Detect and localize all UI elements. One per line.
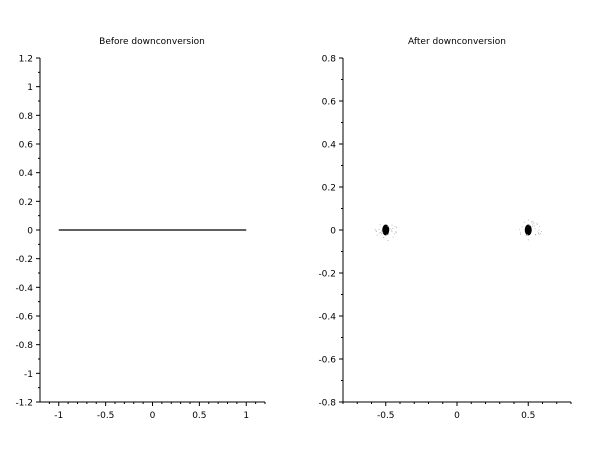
data-point xyxy=(532,225,533,227)
data-point xyxy=(388,233,389,235)
plot-before-downconversion: Before downconversion 1.2 1 0.8 0.6 0.4 0.2 0 -… xyxy=(15,37,266,421)
y-tick-label: -1.2 xyxy=(15,399,33,409)
data-point xyxy=(536,224,538,225)
y-tick-label: 1.2 xyxy=(19,55,33,65)
chart-title: Before downconversion xyxy=(99,37,205,47)
data-point xyxy=(527,234,528,235)
data-point xyxy=(394,225,396,227)
data-point xyxy=(375,230,377,232)
y-tick-label: -0.2 xyxy=(318,270,336,280)
data-point xyxy=(538,232,540,234)
data-point xyxy=(378,229,380,231)
data-point xyxy=(532,221,534,222)
data-point xyxy=(535,234,536,236)
data-point xyxy=(533,225,535,227)
data-point xyxy=(382,224,390,236)
data-point xyxy=(528,219,530,221)
data-point xyxy=(386,234,388,235)
data-point xyxy=(380,232,382,233)
data-point xyxy=(521,226,523,228)
y-tick-label: 0.6 xyxy=(322,98,337,108)
data-point xyxy=(538,229,540,231)
data-point xyxy=(391,230,393,232)
chart-title: After downconversion xyxy=(408,37,506,47)
data-point xyxy=(527,239,529,241)
x-tick-label: 0 xyxy=(454,411,460,421)
data-point xyxy=(391,229,393,231)
data-point xyxy=(519,228,521,230)
plot-after-downconversion: After downconversion 0.8 0.6 0.4 0.2 0 -0.2 -0… xyxy=(318,37,572,421)
data-point xyxy=(525,234,527,236)
data-point xyxy=(392,236,394,238)
data-point xyxy=(540,233,541,235)
data-point xyxy=(394,233,396,235)
y-tick-label: 0.6 xyxy=(19,141,34,151)
data-point xyxy=(541,231,542,232)
data-point xyxy=(396,227,397,229)
y-tick-label: -0.6 xyxy=(15,313,33,323)
x-tick-label: -0.5 xyxy=(97,411,115,421)
data-point xyxy=(532,223,534,225)
x-tick-label: 0.5 xyxy=(521,411,535,421)
data-point xyxy=(392,228,394,229)
y-tick-label: 0.4 xyxy=(322,141,337,151)
data-point xyxy=(387,240,389,241)
x-tick-label: -0.5 xyxy=(377,411,395,421)
y-tick-label: 0 xyxy=(330,227,336,237)
data-point xyxy=(539,225,540,227)
data-point xyxy=(528,225,530,226)
data-point xyxy=(375,231,377,233)
y-tick-label: 0.8 xyxy=(322,55,337,65)
y-tick-label: -0.8 xyxy=(15,341,33,351)
data-point xyxy=(520,232,522,234)
data-point xyxy=(536,222,538,224)
y-tick-label: 1 xyxy=(27,83,33,93)
data-point xyxy=(395,231,397,233)
data-point xyxy=(519,234,521,235)
y-tick-label: 0.2 xyxy=(19,198,33,208)
data-point xyxy=(531,221,532,223)
y-tick-label: 0.2 xyxy=(322,184,336,194)
x-tick-label: 0 xyxy=(150,411,156,421)
data-point xyxy=(381,233,382,235)
y-tick-label: -0.2 xyxy=(15,255,33,265)
y-tick-label: -0.8 xyxy=(318,399,336,409)
x-tick-label: 1 xyxy=(243,411,249,421)
data-point xyxy=(395,232,397,233)
y-tick-label: -1 xyxy=(24,370,33,380)
data-cluster xyxy=(519,219,542,241)
data-point xyxy=(382,231,384,233)
data-point xyxy=(534,228,536,230)
data-point xyxy=(374,229,376,230)
data-point xyxy=(535,233,537,235)
y-tick-label: -0.4 xyxy=(318,313,336,323)
data-point xyxy=(383,237,385,239)
data-point xyxy=(376,234,378,236)
data-point xyxy=(524,221,526,223)
y-tick-label: 0.8 xyxy=(19,112,34,122)
y-tick-label: 0.4 xyxy=(19,169,34,179)
data-point xyxy=(524,224,532,236)
x-tick-label: 0.5 xyxy=(192,411,206,421)
data-point xyxy=(379,232,381,234)
data-point xyxy=(387,225,389,227)
data-point xyxy=(538,234,540,236)
data-point xyxy=(381,230,383,232)
y-tick-label: -0.4 xyxy=(15,284,33,294)
data-cluster xyxy=(374,224,397,241)
y-tick-label: 0 xyxy=(27,227,33,237)
data-point xyxy=(379,224,381,226)
data-point xyxy=(533,222,535,224)
y-tick-label: -0.6 xyxy=(318,356,336,366)
data-point xyxy=(389,227,391,229)
x-tick-label: -1 xyxy=(54,411,63,421)
data-point xyxy=(391,224,393,226)
